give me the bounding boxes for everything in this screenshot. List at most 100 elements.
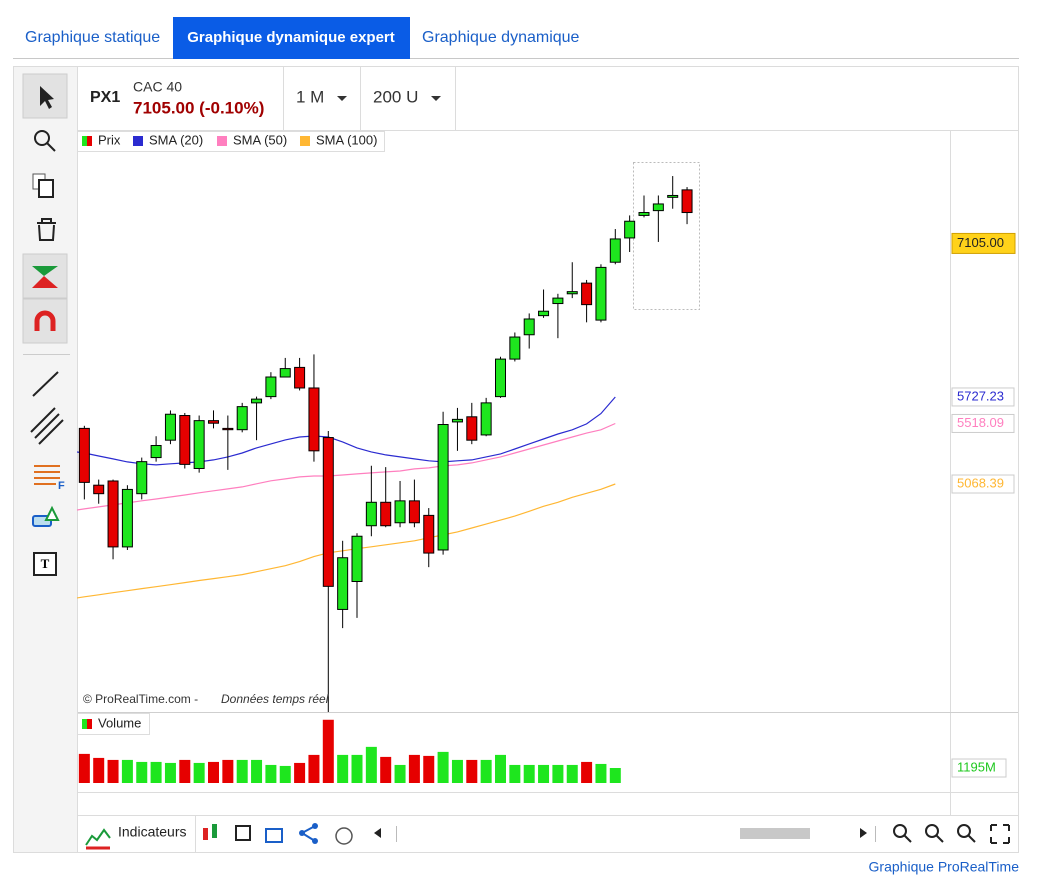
- indicators-icon[interactable]: [85, 828, 111, 846]
- volume-bar: [93, 757, 105, 783]
- footer-link[interactable]: Graphique ProRealTime: [869, 859, 1020, 875]
- channel-tool-icon[interactable]: [30, 407, 64, 445]
- tab[interactable]: Graphique dynamique expert: [187, 29, 395, 46]
- zoom-icon[interactable]: [34, 130, 50, 146]
- candle-body: [667, 194, 679, 198]
- candle-body: [538, 310, 550, 317]
- tool-button[interactable]: [22, 253, 68, 299]
- text-tool-letter: T: [41, 556, 50, 571]
- volume-bar: [538, 764, 550, 783]
- tab[interactable]: Graphique statique: [25, 29, 160, 46]
- candle-body: [337, 557, 349, 610]
- fibonacci-icon[interactable]: [34, 465, 60, 485]
- save-icon[interactable]: [235, 825, 251, 841]
- tool-button[interactable]: [22, 298, 68, 344]
- candle-body: [78, 427, 90, 483]
- zoom-handle: [967, 834, 976, 843]
- tab-active-bg[interactable]: [173, 17, 410, 59]
- volume-bar: [581, 761, 593, 783]
- candle-icon[interactable]: [203, 828, 208, 840]
- volume-bar: [380, 756, 392, 783]
- last-value-box: [951, 413, 1015, 433]
- zoom-fit-icon[interactable]: [893, 824, 907, 838]
- scroll-left[interactable]: [374, 828, 381, 838]
- dropdown-arrow[interactable]: [337, 96, 347, 101]
- scroll-right[interactable]: [860, 828, 867, 838]
- legend-swatch: [133, 136, 143, 146]
- tool-icons: F T: [22, 73, 70, 576]
- volume-bar: [308, 754, 320, 783]
- candle-body: [121, 488, 133, 548]
- volume-bar: [279, 765, 291, 783]
- legend-swatch: [217, 136, 227, 146]
- volume-bar: [365, 746, 377, 783]
- legend-label: Volume: [98, 715, 141, 730]
- scroll-thumb[interactable]: [740, 828, 810, 839]
- chart-frame: [13, 66, 1019, 853]
- candle-body: [265, 376, 277, 398]
- volume-bar: [164, 762, 176, 783]
- legend-swatch: [87, 136, 92, 146]
- volume-bar: [150, 761, 162, 783]
- mirror-icon-down: [32, 276, 58, 288]
- volume-bar: [480, 759, 492, 783]
- text-tool-icon[interactable]: [33, 552, 57, 576]
- help-icon[interactable]: [335, 827, 353, 845]
- last-price-label: 7105.00: [957, 235, 1004, 250]
- trash-icon[interactable]: [37, 218, 56, 241]
- legend-swatch: [87, 719, 92, 729]
- volume-bar: [121, 759, 133, 783]
- volume-bar: [408, 754, 420, 783]
- candle-body: [93, 484, 105, 495]
- candle-body: [222, 427, 234, 431]
- bottom-toolbar: Indicateurs: [85, 816, 1010, 852]
- last-value-label: 5727.23: [957, 388, 1004, 403]
- source-note: Données temps réel: [221, 692, 329, 706]
- candle-body: [523, 318, 535, 336]
- mirror-icon: [32, 266, 58, 276]
- volume-bar: [423, 755, 435, 783]
- zoom-in-icon[interactable]: [957, 824, 971, 838]
- copy-icon-front: [38, 179, 54, 198]
- line-tool-icon[interactable]: [32, 371, 59, 397]
- zoom-handle: [935, 834, 944, 843]
- volume-legend: Volume: [77, 713, 150, 735]
- dropdown-arrow[interactable]: [431, 96, 441, 101]
- fullscreen-icon[interactable]: [990, 824, 1010, 844]
- cursor-icon[interactable]: [40, 86, 54, 109]
- candle-body: [179, 415, 191, 465]
- volume-bar: [136, 761, 148, 783]
- last-value-label: 5068.39: [957, 475, 1004, 490]
- volume-bar: [466, 759, 478, 783]
- legend-label: Prix: [98, 132, 121, 147]
- candle-body: [581, 282, 593, 306]
- symbol: PX1: [90, 89, 120, 106]
- volume-bar: [437, 751, 449, 783]
- compare-icon[interactable]: [265, 828, 283, 843]
- candle-body: [351, 535, 363, 583]
- instrument-name: CAC 40: [133, 79, 182, 95]
- candle-body: [566, 291, 578, 295]
- indicators-button[interactable]: Indicateurs: [118, 824, 186, 840]
- volume-bars: [78, 719, 621, 783]
- volume-bar: [509, 764, 521, 783]
- share-icon-lines: [301, 825, 316, 842]
- zoom-out-icon[interactable]: [925, 824, 939, 838]
- last-price-box: [951, 232, 1016, 254]
- candle-body: [136, 461, 148, 495]
- volume-bar: [595, 763, 607, 783]
- candle-body: [279, 368, 291, 378]
- tab[interactable]: Graphique dynamique: [422, 29, 580, 46]
- volume-bar: [179, 759, 191, 783]
- period-select[interactable]: 1 M: [296, 87, 324, 106]
- volume-bar: [552, 764, 564, 783]
- candle-body: [437, 424, 449, 551]
- candle-body: [480, 402, 492, 436]
- candle-body: [495, 358, 506, 398]
- volume-bar: [351, 754, 363, 783]
- volume-bar: [566, 764, 578, 783]
- units-select[interactable]: 200 U: [373, 87, 418, 106]
- fib-icon-letter: F: [58, 480, 65, 492]
- volume-bar: [495, 754, 506, 783]
- candle-body: [251, 398, 263, 404]
